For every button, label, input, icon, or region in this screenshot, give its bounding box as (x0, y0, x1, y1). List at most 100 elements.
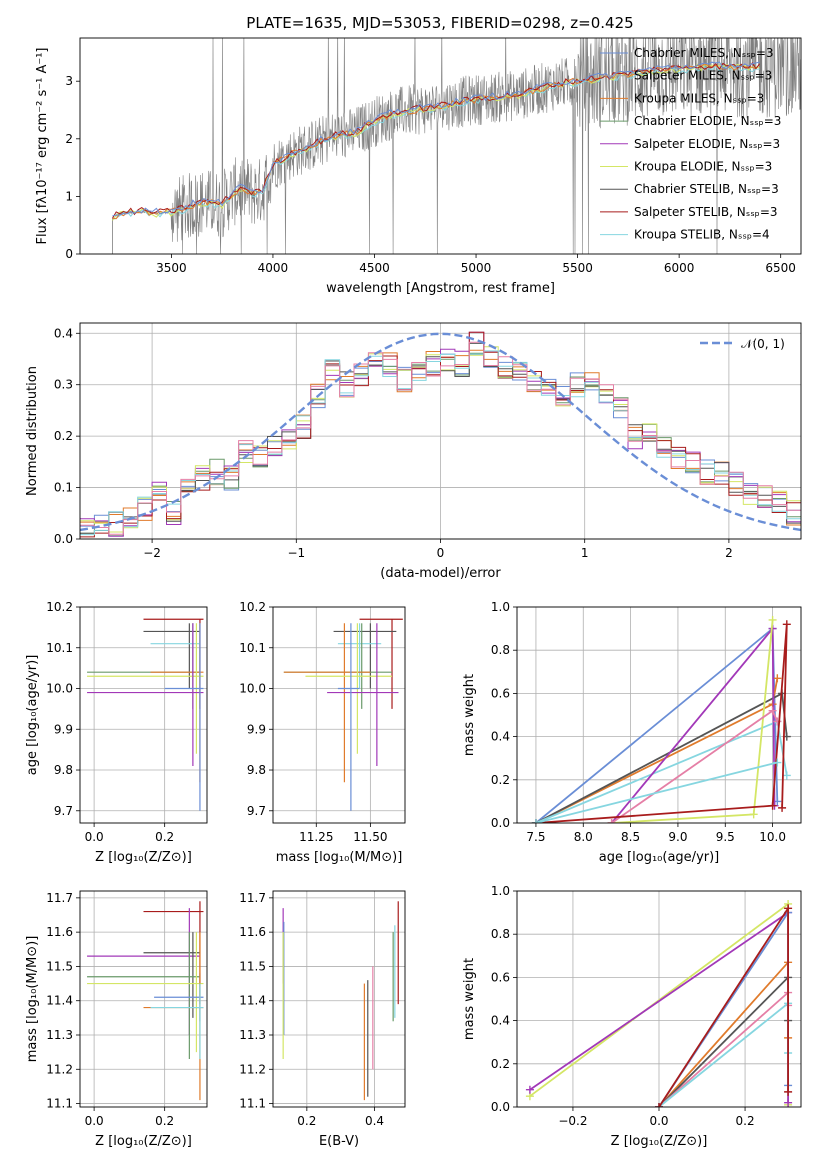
x-tick-label: 11.25 (299, 830, 333, 844)
panels: 3500 4000 4500 5000 5500 6000 6500 0 1 2 3 waveleng… (25, 37, 802, 1149)
panel-weight_vs_age: 7.5 8.0 8.5 9.0 9.5 10.0 0.0 0.2 0.4 0.6 0.8 1.0 age… (462, 600, 802, 865)
axes-frame (79, 37, 802, 255)
x-tick-label: 0.2 (155, 830, 174, 844)
y-tick-label: 0.6 (491, 686, 510, 700)
weight-line-kroupa_miles (535, 678, 779, 823)
y-tick-label: 11.2 (46, 1062, 73, 1076)
y-tick-label: 0.4 (491, 1014, 510, 1028)
y-tick-label: 11.2 (239, 1062, 266, 1076)
legend-label: Chabrier ELODIE, Nₛₛₚ=3 (634, 114, 781, 128)
y-tick-label: 10.2 (46, 600, 73, 614)
y-tick-label: 0.2 (491, 773, 510, 787)
legend-label: Kroupa STELIB, Nₛₛₚ=4 (634, 228, 770, 242)
x-tick-label: 4500 (359, 261, 390, 275)
y-tick-label: 11.3 (46, 1028, 73, 1042)
y-tick-label: 0 (65, 247, 73, 261)
x-tick-label: 0.4 (365, 1114, 384, 1128)
y-tick-label: 11.7 (46, 891, 73, 905)
x-tick-label: 7.5 (526, 830, 545, 844)
weight-line-chabrier_stelib (658, 975, 789, 1107)
x-tick-label: −2 (143, 546, 161, 560)
y-axis-label: Normed distribution (25, 366, 40, 496)
x-axis-label: mass [log₁₀(M/M⊙)] (276, 850, 403, 865)
x-tick-label: 10.0 (759, 830, 786, 844)
weight-marker (778, 803, 787, 812)
x-tick-label: 9.5 (716, 830, 735, 844)
weight-marker (782, 771, 791, 780)
y-tick-label: 11.5 (46, 959, 73, 973)
axes-frame (79, 322, 802, 540)
y-tick-label: 10.0 (46, 682, 73, 696)
panel-age_vs_mass: 11.25 11.50 9.7 9.8 9.9 10.0 10.1 10.2 mass [log… (239, 600, 406, 865)
y-tick-label: 10.1 (239, 641, 266, 655)
y-tick-label: 1.0 (491, 600, 510, 614)
x-tick-label: 5500 (562, 261, 593, 275)
x-axis-label: Z [log₁₀(Z/Z⊙)] (95, 1134, 192, 1149)
y-tick-label: 0.0 (491, 816, 510, 830)
y-tick-label: 0.8 (491, 927, 510, 941)
x-tick-label: 0.2 (155, 1114, 174, 1128)
weight-marker (525, 1085, 534, 1094)
x-axis-label: Z [log₁₀(Z/Z⊙)] (611, 1134, 708, 1149)
panel-mass_vs_Z: 0.0 0.2 11.1 11.2 11.3 11.4 11.5 11.6 11.7 Z [log… (25, 890, 208, 1149)
panel-age_vs_Z: 0.0 0.2 9.7 9.8 9.9 10.0 10.1 10.2 Z [log₁₀(Z/Z⊙… (25, 600, 208, 865)
legend-label: 𝒩(0, 1) (741, 337, 785, 351)
weight-line-chabrier_stelib (535, 691, 788, 823)
x-tick-label: 0.0 (649, 1114, 668, 1128)
histogram-kroupa_stelib (80, 350, 801, 536)
x-tick-label: 6500 (765, 261, 796, 275)
y-tick-label: 9.8 (54, 763, 73, 777)
x-axis-label: (data-model)/error (380, 566, 501, 581)
weight-marker (749, 810, 758, 819)
x-tick-label: 0.0 (85, 1114, 104, 1128)
axes-frame (79, 890, 208, 1108)
weight-marker (655, 1103, 663, 1107)
weight-line-pink (611, 709, 779, 823)
x-tick-label: 0.2 (736, 1114, 755, 1128)
weight-marker (773, 758, 782, 767)
y-tick-label: 11.1 (239, 1097, 266, 1111)
panel-residuals: −2 −1 0 1 2 0.0 0.1 0.2 0.3 0.4 (data-model)/error… (25, 322, 802, 581)
x-tick-label: 0.2 (297, 1114, 316, 1128)
y-tick-label: 11.6 (239, 925, 266, 939)
legend: Chabrier MILES, Nₛₛₚ=3 Salpeter MILES, Nₛ… (600, 46, 781, 242)
y-tick-label: 11.7 (239, 891, 266, 905)
x-tick-label: 3500 (156, 261, 187, 275)
y-tick-label: 9.7 (247, 804, 266, 818)
x-tick-label: −1 (287, 546, 305, 560)
legend: 𝒩(0, 1) (700, 337, 785, 351)
x-tick-label: 4000 (258, 261, 289, 275)
y-tick-label: 0.6 (491, 970, 510, 984)
legend-label: Salpeter STELIB, Nₛₛₚ=3 (634, 205, 778, 219)
histogram-pink (80, 341, 801, 535)
y-tick-label: 0.2 (491, 1057, 510, 1071)
model-line-kroupa_elodie (112, 63, 760, 221)
plot-area (282, 901, 399, 1101)
weight-marker (773, 674, 782, 683)
axes-frame (516, 606, 802, 824)
y-tick-label: 0.0 (491, 1100, 510, 1114)
x-tick-label: 8.5 (621, 830, 640, 844)
legend-label: Chabrier STELIB, Nₛₛₚ=3 (634, 182, 779, 196)
y-tick-label: 0.1 (54, 481, 73, 495)
plot-area (283, 618, 403, 811)
plot-area (80, 331, 801, 538)
x-tick-label: 0 (437, 546, 445, 560)
y-tick-label: 1.0 (491, 884, 510, 898)
weight-marker (784, 1098, 793, 1107)
axes-frame (272, 606, 406, 824)
y-tick-label: 1 (65, 189, 73, 203)
x-axis-label: wavelength [Angstrom, rest frame] (326, 281, 555, 296)
y-tick-label: 9.9 (54, 722, 73, 736)
spectrum-data-line (112, 38, 801, 254)
y-tick-label: 0.0 (54, 532, 73, 546)
x-tick-label: 11.50 (353, 830, 387, 844)
weight-marker (784, 1087, 793, 1096)
weight-line-chabrier_miles (535, 626, 779, 823)
x-tick-label: 6000 (664, 261, 695, 275)
weight-marker (531, 819, 540, 823)
weight-marker (782, 620, 791, 629)
plot-area (112, 38, 801, 254)
panel-spectrum: 3500 4000 4500 5000 5500 6000 6500 0 1 2 3 waveleng… (35, 37, 802, 296)
